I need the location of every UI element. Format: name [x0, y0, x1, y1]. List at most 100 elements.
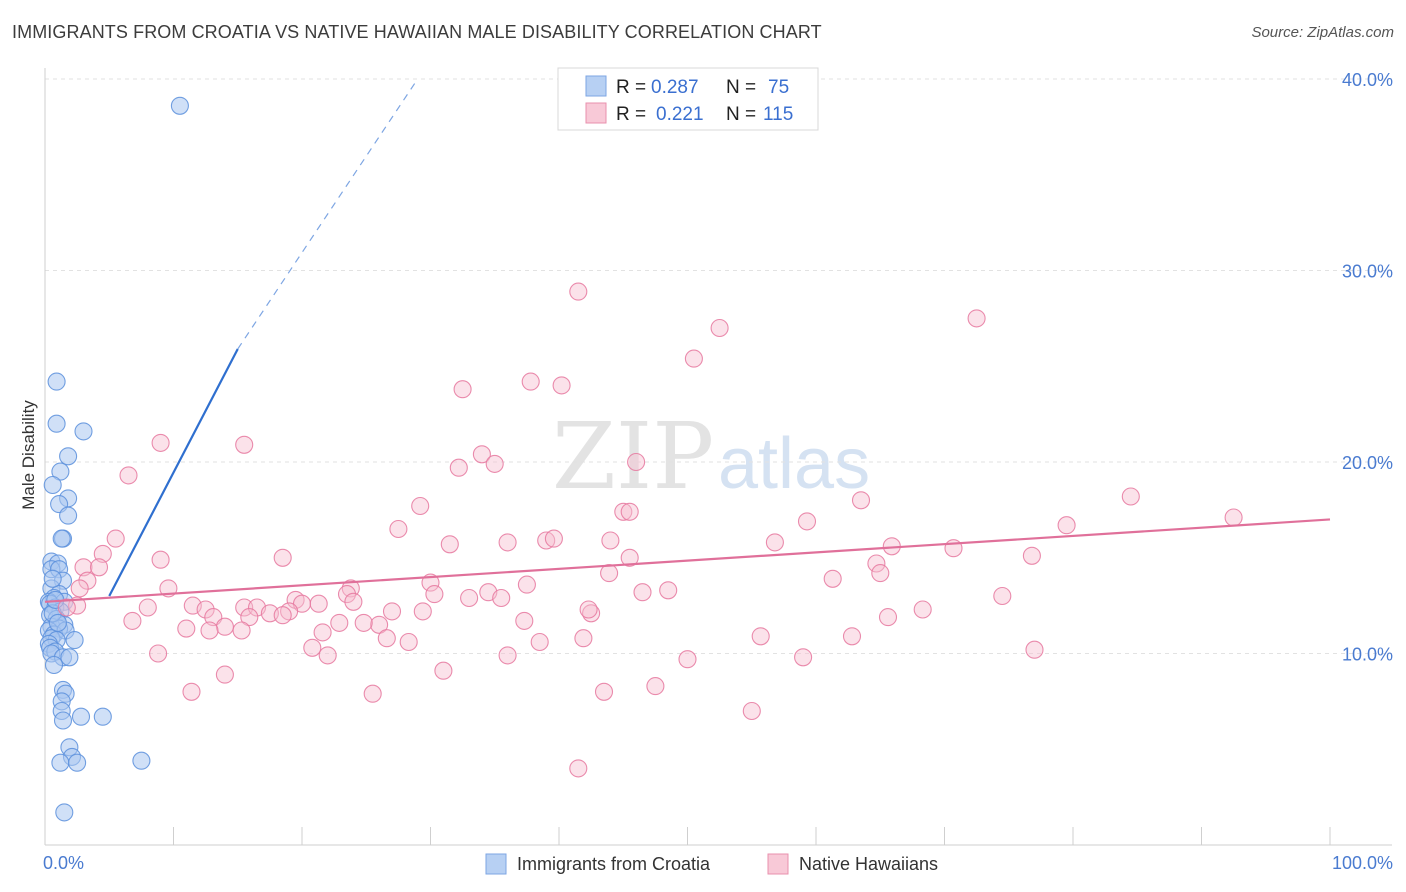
chart-source: Source: ZipAtlas.com — [1251, 24, 1394, 41]
trend-line-hawaiians — [44, 518, 1331, 603]
point-hawaiian — [413, 602, 432, 621]
point-hawaiian — [851, 491, 871, 510]
trend-line-croatia — [108, 348, 239, 597]
point-hawaiian — [377, 629, 396, 648]
point-hawaiian — [200, 621, 219, 640]
point-hawaiian — [123, 611, 142, 630]
point-hawaiian — [842, 627, 862, 646]
point-hawaiian — [620, 548, 639, 567]
point-croatia — [60, 648, 79, 667]
point-croatia — [51, 753, 70, 772]
legend-r-value-hawaiians: 0.221 — [656, 104, 704, 125]
point-hawaiian — [93, 544, 112, 563]
chart-title: IMMIGRANTS FROM CROATIA VS NATIVE HAWAII… — [12, 22, 822, 42]
point-hawaiian — [106, 529, 125, 548]
point-croatia — [55, 803, 74, 822]
legend-swatch-hawaiians — [585, 102, 607, 124]
point-hawaiian — [659, 581, 678, 600]
series-legend: Immigrants from Croatia Native Hawaiians — [485, 853, 938, 875]
legend-swatch-croatia — [585, 75, 607, 97]
point-croatia — [59, 506, 78, 525]
point-hawaiian — [797, 512, 817, 531]
legend-r-value-croatia: 0.287 — [651, 77, 699, 98]
point-hawaiian — [313, 623, 332, 642]
point-hawaiian — [521, 372, 540, 391]
bottom-legend-label-croatia: Immigrants from Croatia — [517, 854, 711, 874]
point-croatia — [65, 631, 84, 650]
bottom-legend-swatch-hawaiians — [767, 853, 789, 875]
point-hawaiian — [354, 613, 373, 632]
point-hawaiian — [453, 380, 472, 399]
point-hawaiian — [517, 575, 536, 594]
point-hawaiian — [177, 619, 196, 638]
point-hawaiian — [151, 433, 170, 452]
grid-lines — [45, 78, 1392, 654]
point-hawaiian — [530, 632, 549, 652]
watermark-atlas: atlas — [718, 424, 870, 504]
point-hawaiian — [600, 564, 619, 583]
point-croatia — [43, 569, 62, 588]
point-hawaiian — [967, 309, 986, 328]
point-hawaiian — [544, 529, 563, 548]
point-croatia — [44, 655, 64, 675]
point-hawaiian — [74, 558, 93, 577]
point-hawaiian — [1057, 516, 1076, 535]
y-tick-label: 40.0% — [1342, 70, 1393, 90]
point-croatia — [170, 96, 189, 115]
point-hawaiian — [232, 621, 251, 640]
legend-n-label-hawaiians: N = — [726, 104, 756, 125]
point-hawaiian — [215, 665, 234, 684]
point-croatia — [71, 707, 91, 726]
point-hawaiian — [425, 585, 444, 604]
point-hawaiian — [569, 282, 588, 301]
point-croatia — [52, 529, 71, 548]
point-hawaiian — [370, 615, 389, 634]
point-hawaiian — [646, 677, 665, 696]
x-tick-label-max: 100.0% — [1332, 853, 1393, 873]
point-hawaiian — [569, 759, 588, 778]
legend-n-value-croatia: 75 — [768, 77, 789, 98]
point-hawaiian — [742, 701, 761, 721]
point-croatia — [43, 475, 62, 495]
point-hawaiian — [867, 554, 886, 573]
point-hawaiian — [70, 579, 89, 598]
point-hawaiian — [318, 646, 337, 665]
point-hawaiian — [498, 646, 517, 665]
point-croatia — [53, 711, 73, 730]
point-hawaiian — [614, 502, 633, 521]
legend-n-label-croatia: N = — [726, 77, 756, 98]
point-hawaiian — [215, 617, 234, 636]
point-croatia — [47, 414, 66, 433]
point-hawaiian — [684, 349, 703, 368]
y-tick-label: 20.0% — [1342, 453, 1393, 473]
point-hawaiian — [149, 644, 168, 663]
y-axis-label: Male Disability — [19, 400, 38, 510]
point-hawaiian — [633, 583, 652, 602]
point-hawaiian — [678, 650, 697, 669]
y-tick-label: 10.0% — [1342, 645, 1393, 665]
point-hawaiian — [710, 318, 729, 338]
point-hawaiian — [449, 458, 468, 477]
point-croatia — [93, 707, 112, 726]
point-croatia — [132, 751, 151, 770]
point-hawaiian — [182, 682, 201, 701]
point-hawaiian — [594, 682, 614, 701]
point-hawaiian — [235, 435, 254, 454]
point-croatia — [74, 422, 93, 441]
point-hawaiian — [309, 594, 328, 613]
legend-r-label-hawaiians: R = — [616, 104, 646, 125]
correlation-legend: R = 0.287 N = 75 R = 0.221 N = 115 — [557, 67, 819, 131]
point-hawaiian — [151, 550, 170, 569]
point-hawaiian — [399, 632, 418, 652]
point-hawaiian — [273, 606, 292, 625]
point-hawaiian — [515, 611, 534, 630]
point-hawaiian — [1121, 487, 1140, 506]
series-immigrants-from-croatia — [39, 96, 189, 822]
point-hawaiian — [878, 608, 898, 627]
point-hawaiian — [913, 600, 932, 619]
point-hawaiian — [434, 661, 453, 680]
point-hawaiian — [498, 533, 517, 552]
point-hawaiian — [871, 564, 890, 583]
point-croatia — [51, 462, 70, 481]
point-hawaiian — [138, 598, 157, 617]
